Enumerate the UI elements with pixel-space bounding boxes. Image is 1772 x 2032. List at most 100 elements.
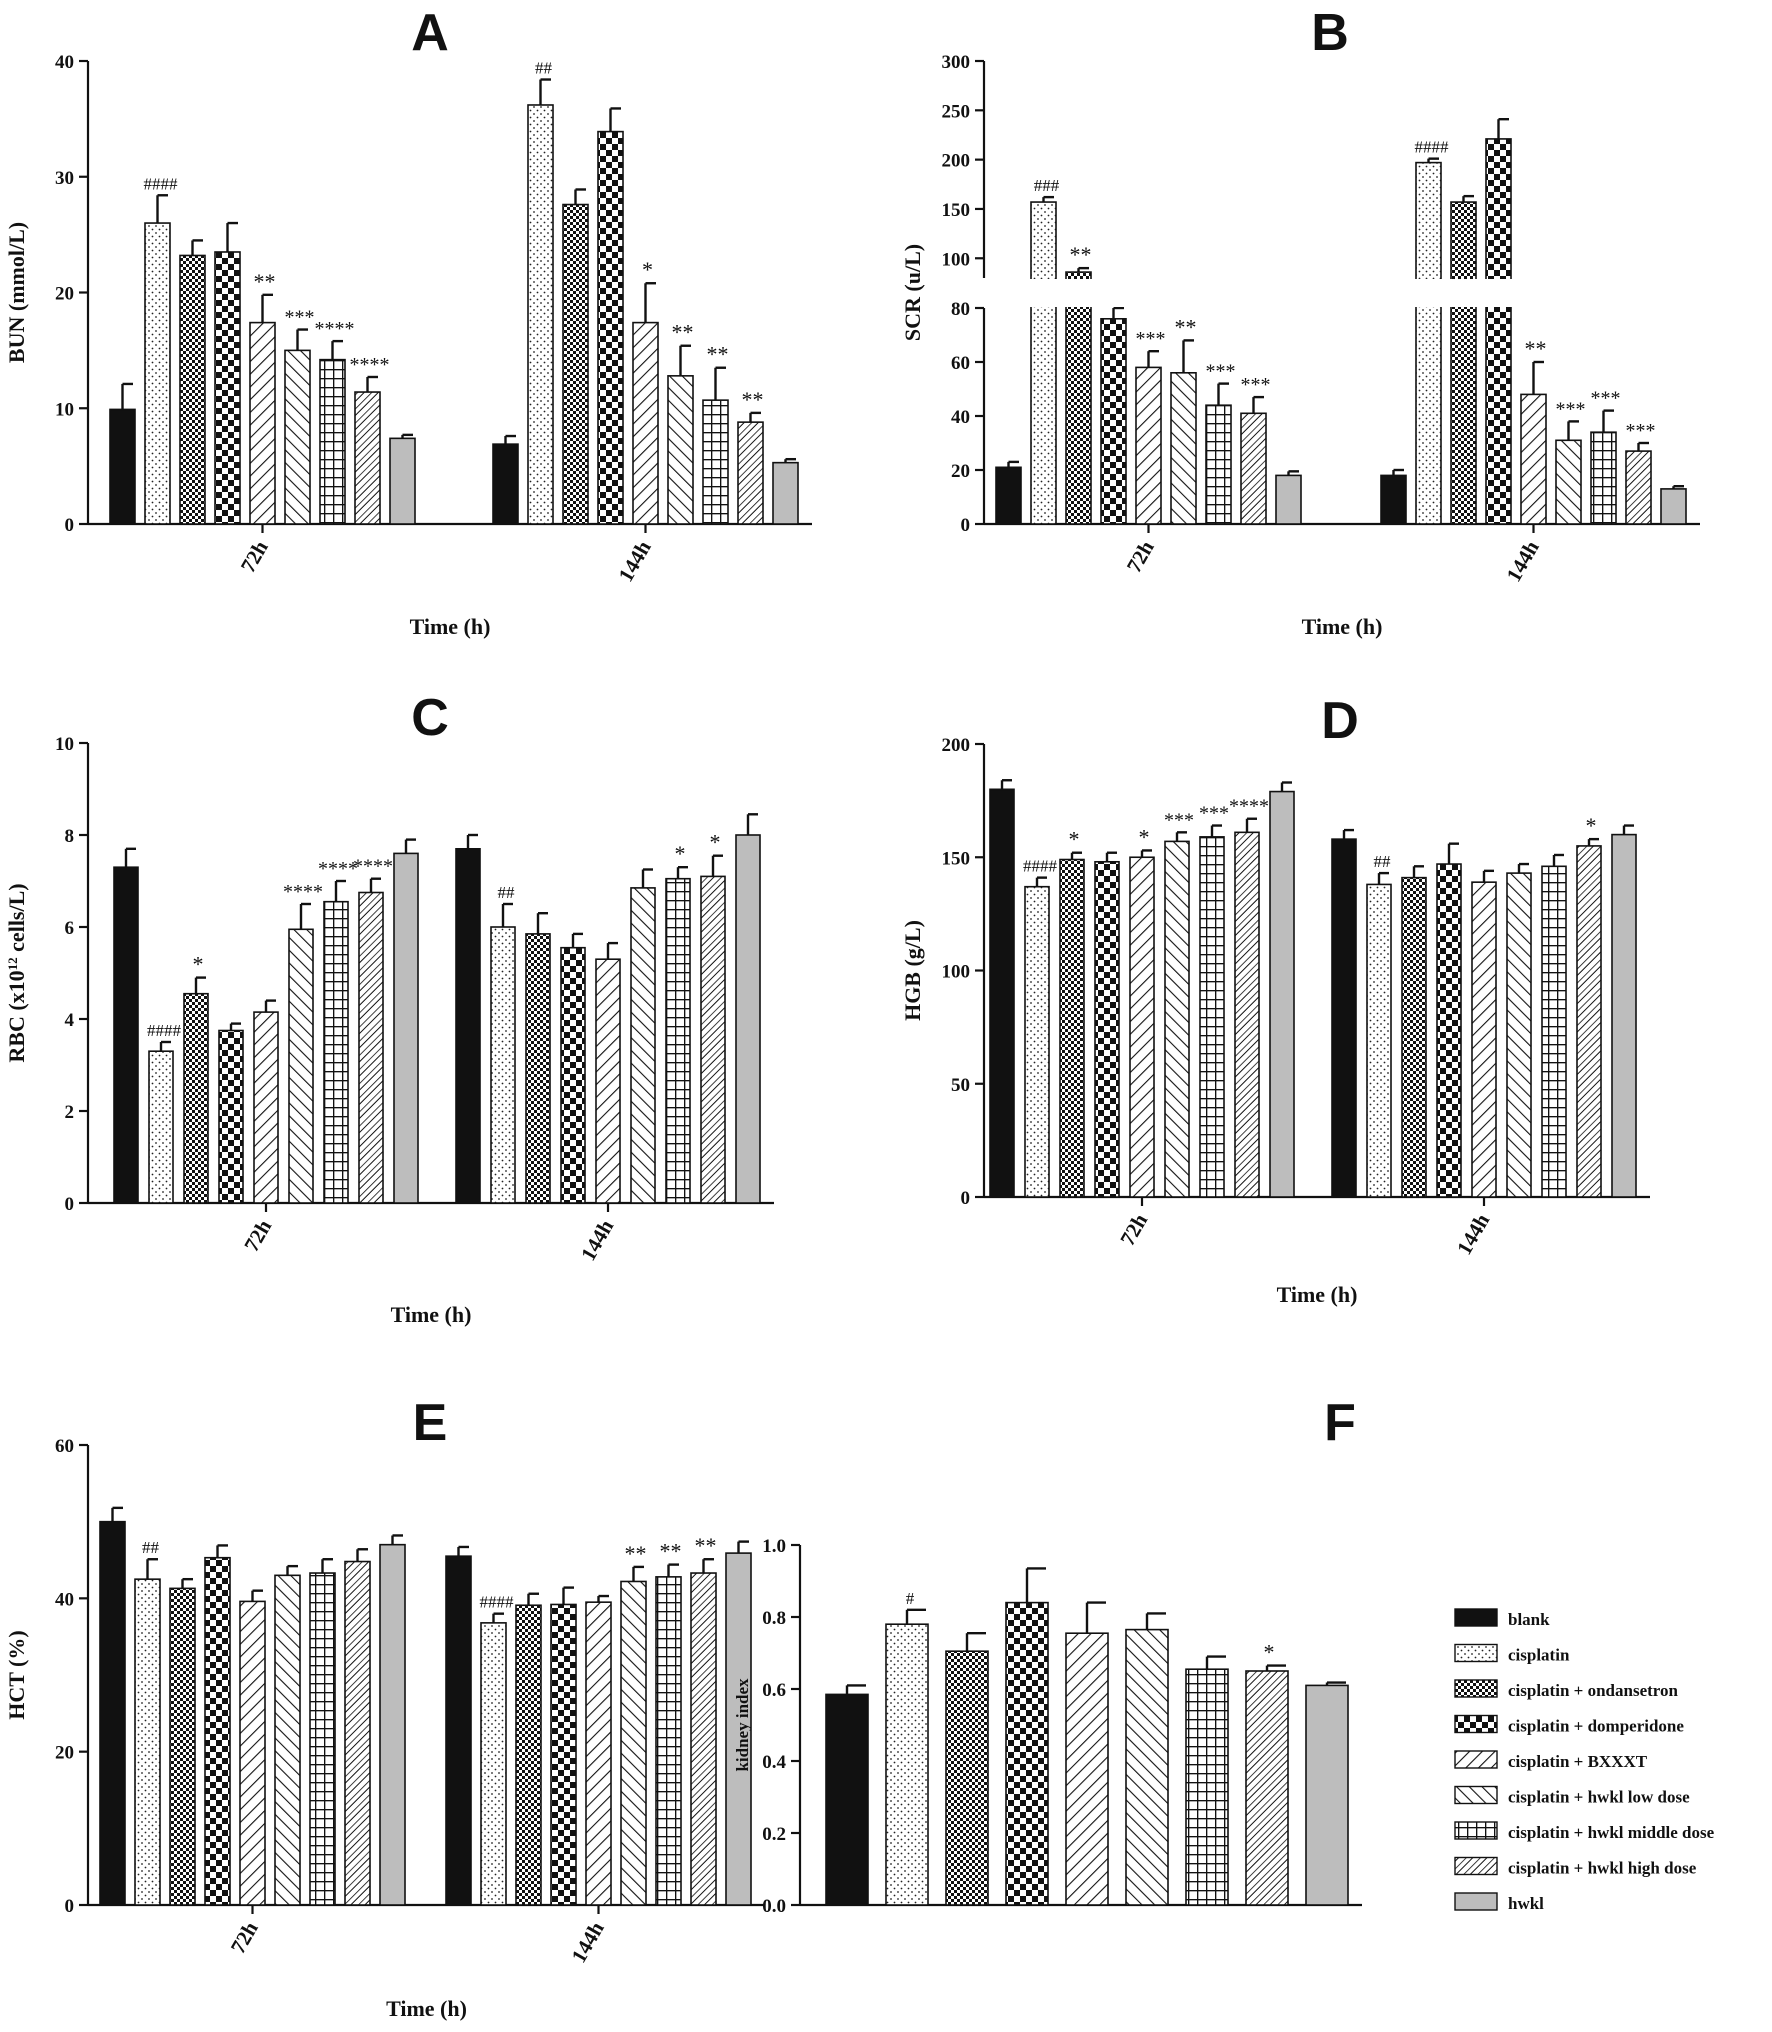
- bar: [1520, 393, 1547, 525]
- y-axis-title-main: BUN (mmol/L): [4, 222, 29, 363]
- bar: [319, 358, 346, 525]
- bar: [253, 1011, 279, 1204]
- bar: [1005, 1601, 1049, 1906]
- bar-group: ##: [99, 1506, 406, 1906]
- bar: [1240, 412, 1267, 525]
- significance-label: **: [254, 269, 276, 294]
- panel-letter-b: B: [1311, 4, 1349, 62]
- significance-label: #: [906, 1589, 915, 1608]
- x-axis-title: Time (h): [1277, 1282, 1358, 1307]
- axes: [79, 1443, 765, 1907]
- legend-item: hwkl: [1454, 1892, 1544, 1913]
- y-tick-label: 10: [55, 734, 74, 755]
- bar: [1450, 201, 1477, 525]
- bar: [995, 466, 1022, 525]
- bar: [1331, 838, 1357, 1198]
- y-tick-label: 50: [951, 1075, 970, 1096]
- significance-label: ***: [285, 307, 315, 329]
- legend-swatch: [1454, 1856, 1498, 1876]
- bar: [144, 222, 171, 525]
- bar: [702, 399, 729, 525]
- legend-item: cisplatin + BXXXT: [1454, 1750, 1648, 1771]
- x-category-label: 144h: [1452, 1209, 1495, 1259]
- legend-item: cisplatin + ondansetron: [1454, 1679, 1679, 1700]
- bar: [620, 1580, 647, 1906]
- x-category-label: 72h: [1115, 1209, 1152, 1250]
- bar: [655, 1576, 682, 1906]
- bar: [1590, 431, 1617, 525]
- bar: [1129, 856, 1155, 1198]
- bar: [1100, 317, 1127, 525]
- bar: [735, 834, 761, 1204]
- bar: [1660, 488, 1687, 525]
- significance-label: ***: [1591, 388, 1621, 410]
- significance-label: ####: [1415, 138, 1450, 157]
- bar: [1506, 872, 1532, 1198]
- bar: [632, 321, 659, 525]
- y-tick-label: 0: [961, 515, 971, 536]
- legend-label: cisplatin + hwkl middle dose: [1508, 1823, 1715, 1842]
- legend-swatch: [1454, 1608, 1498, 1627]
- y-axis-title: kidney index: [733, 1678, 752, 1772]
- bar: [1275, 474, 1302, 525]
- x-category-label: 72h: [239, 1215, 276, 1256]
- x-axis-title: Time (h): [386, 1996, 467, 2021]
- significance-label: ***: [1241, 374, 1271, 396]
- bar-group: #### ** ** **: [445, 1533, 752, 1906]
- significance-label: ####: [1023, 857, 1058, 876]
- x-category-label: 144h: [613, 536, 656, 586]
- panel-letter-c: C: [411, 689, 449, 747]
- bar: [1030, 201, 1057, 525]
- legend-swatch: [1454, 1679, 1498, 1698]
- significance-label: ##: [498, 883, 516, 902]
- significance-label: ****: [318, 858, 358, 880]
- x-category-label: 144h: [1501, 536, 1544, 586]
- legend-label: cisplatin + hwkl low dose: [1508, 1788, 1690, 1807]
- bar: [1380, 474, 1407, 525]
- significance-label: **: [707, 342, 729, 367]
- legend-label: cisplatin + hwkl high dose: [1508, 1859, 1697, 1878]
- bar: [480, 1622, 507, 1906]
- bar: [1576, 845, 1602, 1198]
- panel-letter-d: D: [1321, 692, 1359, 750]
- y-axis-title: HCT (%): [4, 1630, 29, 1719]
- bar: [725, 1552, 752, 1906]
- bar-group: ##*******: [492, 59, 799, 525]
- y-tick-label: 0: [65, 1194, 75, 1215]
- y-tick-label: 300: [942, 52, 971, 73]
- y-tick-label: 8: [65, 826, 75, 847]
- y-axis-title: BUN (mmol/L): [4, 222, 29, 363]
- bar: [1065, 271, 1092, 525]
- significance-label: **: [1175, 314, 1197, 339]
- y-axis-title: HGB (g/L): [900, 920, 925, 1021]
- bar: [1611, 833, 1637, 1198]
- legend-swatch: [1454, 1821, 1498, 1840]
- significance-label: ***: [1136, 328, 1166, 350]
- bar-group: ## * *: [455, 813, 761, 1204]
- significance-label: **: [625, 1541, 647, 1566]
- bar: [1199, 836, 1225, 1198]
- bar: [445, 1555, 472, 1906]
- significance-label: ****: [353, 856, 393, 878]
- bar: [630, 887, 656, 1204]
- bar: [1471, 881, 1497, 1198]
- significance-label: ***: [1556, 398, 1586, 420]
- bar: [218, 1029, 244, 1204]
- bar-group: ####***** ******: [1380, 117, 1687, 525]
- bar: [989, 788, 1015, 1198]
- bar: [239, 1600, 266, 1906]
- bar: [700, 875, 726, 1204]
- panel-letter-e: E: [413, 1394, 448, 1452]
- legend-swatch: [1454, 1714, 1498, 1734]
- bar: [667, 375, 694, 525]
- y-axis-title-main: HCT (%): [4, 1630, 29, 1719]
- x-category-label: 144h: [576, 1215, 619, 1265]
- legend-label: cisplatin + domperidone: [1508, 1717, 1684, 1736]
- significance-label: **: [1525, 336, 1547, 361]
- bar: [309, 1572, 336, 1906]
- bar: [274, 1574, 301, 1906]
- bar: [1625, 450, 1652, 525]
